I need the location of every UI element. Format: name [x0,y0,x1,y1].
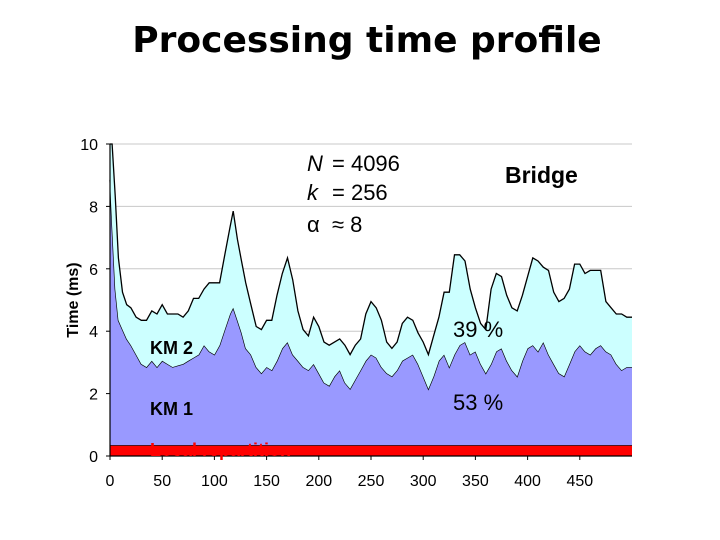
param-n-symbol: N [307,151,323,176]
axes [106,143,632,460]
param-k-value: = 256 [332,180,388,205]
y-tick-label: 2 [89,387,98,404]
param-alpha-symbol: α [307,212,320,237]
x-tick-label: 150 [253,473,280,490]
param-n-value: = 4096 [332,151,400,176]
y-tick-label: 4 [89,324,98,341]
km1-percent-label: 53 % [453,390,503,415]
y-tick-label: 8 [89,199,98,216]
x-tick-label: 350 [462,473,489,490]
param-alpha-value: ≈ 8 [332,212,362,237]
area-local-repartition [110,445,632,456]
x-tick-label: 450 [566,473,593,490]
y-axis-label: Time (ms) [65,262,82,337]
x-tick-label: 100 [201,473,228,490]
boundary-km-1 [109,179,632,391]
area-km-2 [110,144,632,389]
area-km-1 [110,179,632,446]
x-tick-label: 400 [514,473,541,490]
y-tick-label: 6 [89,262,98,279]
x-tick-label: 250 [358,473,385,490]
km2-percent-label: 39 % [453,317,503,342]
y-tick-label: 10 [80,137,98,154]
series-label-km2: KM 2 [150,338,193,358]
series-label-km1: KM 1 [150,399,193,419]
parameter-block: N = 4096 k = 256 α ≈ 8 [307,151,400,237]
param-k-symbol: k [307,180,319,205]
area-series [109,143,632,456]
dataset-label: Bridge [505,162,578,188]
x-tick-label: 300 [410,473,437,490]
boundary-km-2 [110,143,632,357]
y-tick-labels: 0 2 4 6 8 10 [80,137,98,466]
series-label-local-repartition: Local repartition [150,440,291,460]
x-tick-label: 0 [106,473,115,490]
x-tick-labels: 0 50 100 150 200 250 300 350 400 450 [106,473,594,490]
x-tick-label: 50 [153,473,171,490]
y-tick-label: 0 [89,449,98,466]
x-tick-label: 200 [305,473,332,490]
slide-title: Processing time profile [132,20,602,61]
